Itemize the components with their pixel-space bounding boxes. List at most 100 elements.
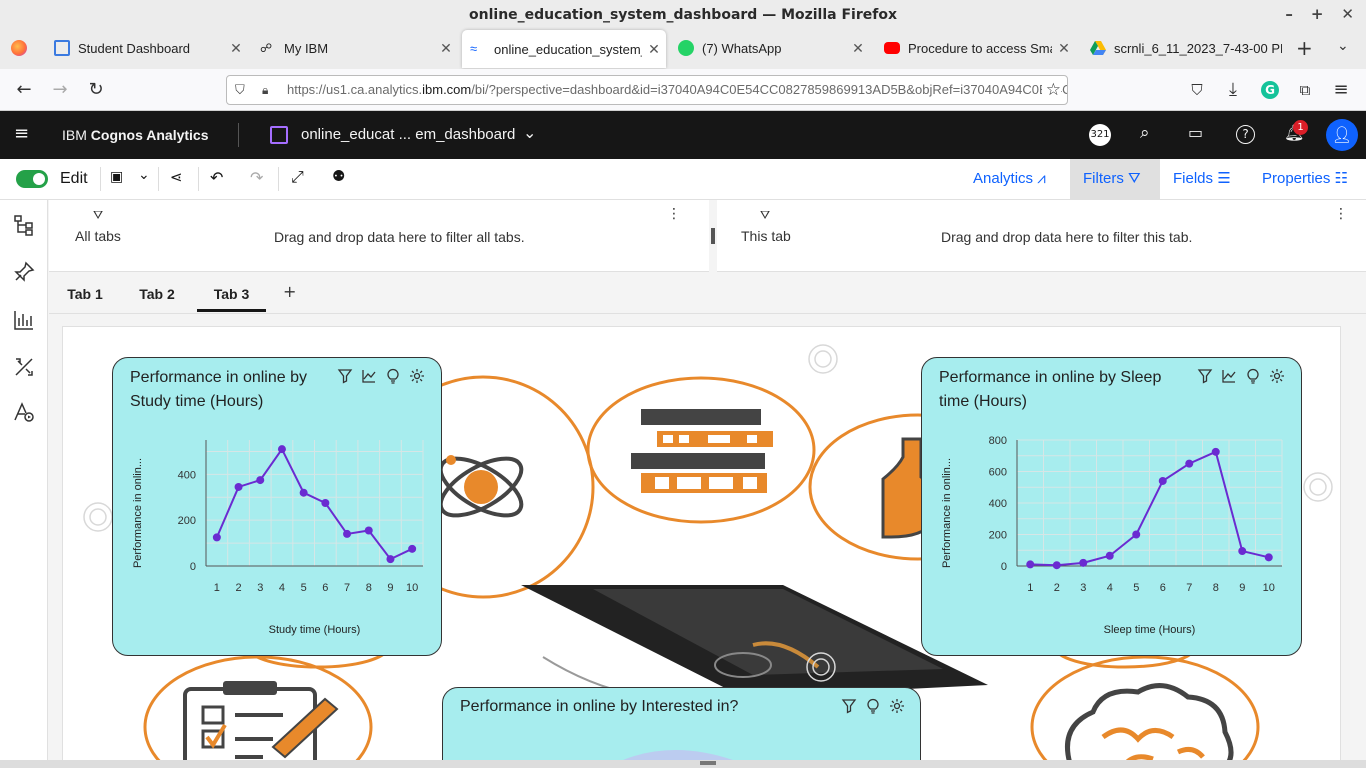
undo-icon[interactable]: ↶ xyxy=(210,168,224,187)
firefox-logo-icon[interactable] xyxy=(11,40,27,56)
x-tick-label: 3 xyxy=(1080,582,1086,594)
pin-icon[interactable] xyxy=(12,260,36,284)
dashboard-tab[interactable]: Tab 2 xyxy=(139,286,175,302)
grammarly-icon[interactable]: G xyxy=(1261,81,1279,99)
minimize-icon[interactable]: – xyxy=(1285,5,1293,23)
forward-icon[interactable]: → xyxy=(52,79,68,100)
widget-title-line: Performance in online by Sleep xyxy=(939,369,1162,386)
shield-icon[interactable]: ⛉ xyxy=(235,82,245,97)
browser-tab[interactable]: Student Dashboard ✕ xyxy=(46,28,248,68)
lightbulb-icon[interactable] xyxy=(385,368,401,384)
filter-icon[interactable] xyxy=(1197,368,1213,384)
all-tabs-overflow-icon[interactable]: ⋮ xyxy=(667,206,681,222)
close-tab-icon[interactable]: ✕ xyxy=(1058,39,1070,56)
notification-count-badge: 1 xyxy=(1293,120,1308,135)
this-tab-dropzone[interactable]: Drag and drop data here to filter this t… xyxy=(941,229,1193,245)
close-tab-icon[interactable]: ✕ xyxy=(852,39,864,56)
visualizations-icon[interactable] xyxy=(12,308,36,332)
x-tick-label: 2 xyxy=(235,582,241,594)
chevron-down-icon[interactable]: ⌄ xyxy=(523,123,537,142)
browser-tab-active[interactable]: ≈ online_education_system_dashboard ✕ xyxy=(462,30,666,68)
data-point xyxy=(1132,530,1141,539)
close-tab-icon[interactable]: ✕ xyxy=(440,39,452,56)
clipboard-icon xyxy=(183,681,339,767)
assistant-icon[interactable] xyxy=(12,400,36,424)
maximize-icon[interactable]: + xyxy=(1310,5,1324,23)
lightbulb-icon[interactable] xyxy=(865,698,881,714)
bookmark-star-icon[interactable]: ☆ xyxy=(1041,76,1061,104)
close-tab-icon[interactable]: ✕ xyxy=(648,40,660,57)
dashboard-tab-active[interactable]: Tab 3 xyxy=(197,272,266,312)
widget-title-line: time (Hours) xyxy=(939,393,1028,410)
this-tab-overflow-icon[interactable]: ⋮ xyxy=(1334,206,1348,222)
redo-icon[interactable]: ↷ xyxy=(250,168,264,187)
settings-icon[interactable] xyxy=(889,698,905,714)
lock-icon[interactable]: 🔒︎ xyxy=(262,83,269,97)
edit-toggle[interactable] xyxy=(16,170,48,188)
all-tabs-dropzone[interactable]: Drag and drop data here to filter all ta… xyxy=(274,229,525,245)
x-tick-label: 7 xyxy=(344,582,350,594)
dashboard-tab[interactable]: Tab 1 xyxy=(67,286,103,302)
ibm-favicon-icon: ☍ xyxy=(260,41,273,55)
address-bar[interactable]: ⛉ 🔒︎ https://us1.ca.analytics.ibm.com/bi… xyxy=(226,75,1068,105)
pocket-icon[interactable]: ⛉ xyxy=(1191,81,1203,99)
line-chart-icon[interactable] xyxy=(361,368,377,384)
help-icon[interactable]: ? xyxy=(1236,125,1255,144)
filter-icon[interactable] xyxy=(841,698,857,714)
lightbulb-icon[interactable] xyxy=(1245,368,1261,384)
widget-toolbar xyxy=(841,698,905,714)
save-icon[interactable]: ▣ xyxy=(110,169,124,185)
horizontal-scrollbar[interactable] xyxy=(0,760,1366,768)
analytics-label: Analytics xyxy=(973,170,1034,187)
share-icon[interactable]: ⋖ xyxy=(170,168,183,186)
chat-icon[interactable]: ▭ xyxy=(1188,123,1204,142)
line-chart-icon[interactable] xyxy=(1221,368,1237,384)
widget-title: Performance in online by Interested in? xyxy=(460,698,739,715)
scrollbar-thumb[interactable] xyxy=(700,761,716,765)
interested-in-chart-widget[interactable]: Performance in online by Interested in? xyxy=(442,687,921,767)
data-point xyxy=(1238,547,1247,556)
study-time-chart-widget[interactable]: Performance in online by Study time (Hou… xyxy=(112,357,442,656)
widgets-icon[interactable] xyxy=(12,355,36,379)
filter-splitter[interactable] xyxy=(709,200,717,272)
back-icon[interactable]: ← xyxy=(16,79,32,100)
downloads-icon[interactable]: ⤓ xyxy=(1229,79,1237,100)
extensions-icon[interactable]: ⧉ xyxy=(1299,81,1311,99)
menu-icon[interactable]: ≡ xyxy=(1333,79,1349,100)
filters-button[interactable]: Filters ⛛ xyxy=(1070,159,1160,199)
counter-badge[interactable]: 321 xyxy=(1089,124,1111,146)
sleep-time-chart-widget[interactable]: Performance in online by Sleep time (Hou… xyxy=(921,357,1302,656)
data-sources-icon[interactable] xyxy=(12,213,36,237)
hamburger-menu-icon[interactable]: ≡ xyxy=(14,123,30,144)
reload-icon[interactable]: ↻ xyxy=(88,79,104,100)
url-rest: /bi/?perspective=dashboard&id=i37040A94C… xyxy=(471,82,1068,97)
add-tab-button[interactable]: + xyxy=(283,282,297,301)
brand-prefix: IBM xyxy=(62,127,91,143)
fields-button[interactable]: Fields ☰ xyxy=(1173,159,1231,199)
y-tick-label: 0 xyxy=(190,561,196,573)
settings-icon[interactable] xyxy=(409,368,425,384)
dashboard-name[interactable]: online_educat ... em_dashboard xyxy=(301,126,516,143)
data-point xyxy=(1079,558,1088,567)
analytics-button[interactable]: Analytics ⩘ xyxy=(973,159,1046,199)
splitter-handle-icon[interactable] xyxy=(711,228,715,244)
expand-icon[interactable]: ⤢ xyxy=(291,167,304,186)
settings-icon[interactable] xyxy=(1269,368,1285,384)
relationships-icon[interactable]: ⚉ xyxy=(332,167,346,185)
x-tick-label: 9 xyxy=(387,582,393,594)
user-avatar[interactable]: 👤︎ xyxy=(1326,119,1358,151)
data-point xyxy=(234,482,243,491)
browser-tab[interactable]: (7) WhatsApp ✕ xyxy=(670,28,870,68)
list-all-tabs-icon[interactable]: ⌄ xyxy=(1337,38,1349,54)
properties-button[interactable]: Properties ☷ xyxy=(1262,159,1348,199)
search-icon[interactable]: ⌕ xyxy=(1140,123,1150,143)
browser-tab[interactable]: scrnli_6_11_2023_7-43-00 PM xyxy=(1082,28,1282,68)
save-menu-chevron-icon[interactable]: ⌄ xyxy=(138,167,150,183)
browser-tab[interactable]: Procedure to access SmartInternz ✕ xyxy=(876,28,1076,68)
browser-tab[interactable]: ☍ My IBM ✕ xyxy=(252,28,458,68)
filter-icon[interactable] xyxy=(337,368,353,384)
fields-label: Fields xyxy=(1173,170,1214,187)
close-window-icon[interactable]: ✕ xyxy=(1341,5,1354,23)
close-tab-icon[interactable]: ✕ xyxy=(230,39,242,56)
new-tab-icon[interactable]: + xyxy=(1296,36,1313,60)
